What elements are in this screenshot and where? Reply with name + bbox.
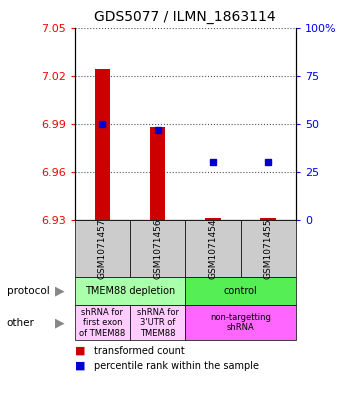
Title: GDS5077 / ILMN_1863114: GDS5077 / ILMN_1863114: [95, 10, 276, 24]
Text: protocol: protocol: [7, 286, 50, 296]
Text: ■: ■: [75, 361, 85, 371]
Bar: [95, 69, 110, 220]
Text: control: control: [224, 286, 257, 296]
Text: non-targetting
shRNA: non-targetting shRNA: [210, 313, 271, 332]
Text: shRNA for
3'UTR of
TMEM88: shRNA for 3'UTR of TMEM88: [137, 308, 179, 338]
Text: GSM1071456: GSM1071456: [153, 218, 162, 279]
Text: percentile rank within the sample: percentile rank within the sample: [94, 361, 258, 371]
Text: GSM1071454: GSM1071454: [208, 219, 217, 279]
Text: GSM1071457: GSM1071457: [98, 218, 107, 279]
Text: transformed count: transformed count: [94, 346, 184, 356]
Text: shRNA for
first exon
of TMEM88: shRNA for first exon of TMEM88: [79, 308, 125, 338]
Text: ■: ■: [75, 346, 85, 356]
Text: TMEM88 depletion: TMEM88 depletion: [85, 286, 175, 296]
Text: GSM1071455: GSM1071455: [264, 218, 273, 279]
Text: ▶: ▶: [55, 316, 64, 329]
Bar: [260, 219, 276, 220]
Bar: [205, 219, 221, 220]
Text: other: other: [7, 318, 35, 328]
Bar: [150, 127, 165, 220]
Text: ▶: ▶: [55, 285, 64, 298]
